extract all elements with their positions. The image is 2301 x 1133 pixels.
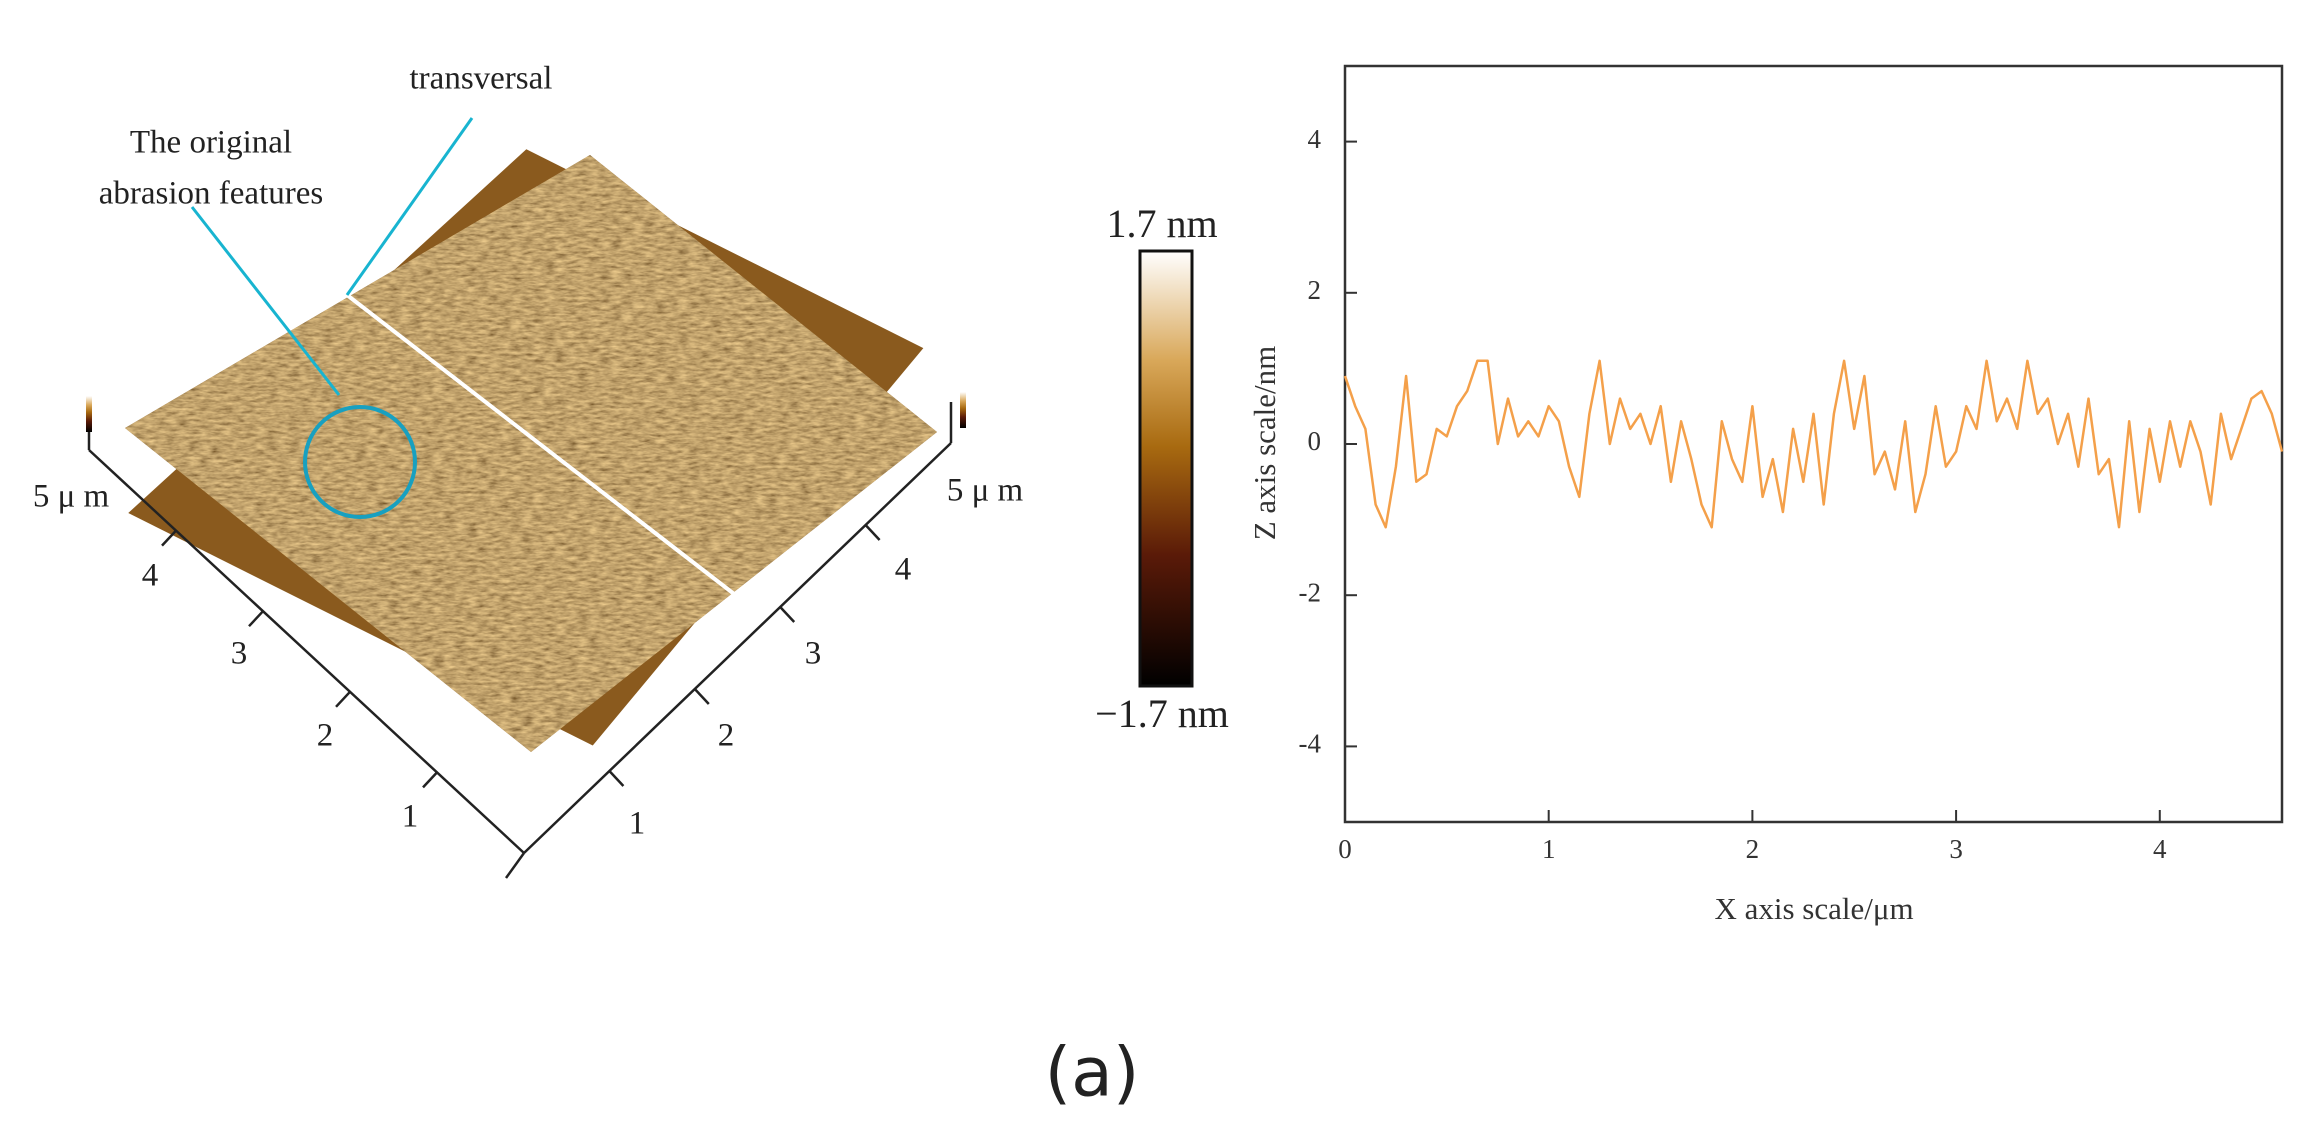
mini-colorbar: [960, 392, 966, 428]
data-line: [1343, 359, 2284, 529]
right-axis: [523, 442, 952, 854]
callout-line: [345, 117, 474, 296]
y-tick-label: 2: [1308, 275, 1322, 305]
plot-frame: [1343, 64, 2284, 824]
colorbar: [1138, 249, 1194, 688]
x-tick-label: 0: [1338, 834, 1352, 864]
y-tick-label: 4: [1308, 124, 1322, 154]
y-axis-label: Z axis scale/nm: [1247, 346, 1282, 541]
caption: (a): [1045, 1034, 1140, 1113]
afm-tick-label: 4: [895, 552, 912, 588]
afm-tick: [161, 529, 177, 547]
colorbar-max: 1.7 nm: [1106, 201, 1217, 246]
afm-tick-label: 2: [317, 718, 334, 754]
x-tick-label: 2: [1746, 834, 1760, 864]
afm-tick: [779, 606, 796, 623]
surface-texture: [125, 155, 937, 752]
annotation: transversal: [410, 61, 553, 97]
colorbar-min: −1.7 nm: [1095, 691, 1229, 736]
afm-tick-label: 3: [805, 636, 822, 672]
afm-tick-label: 3: [231, 636, 248, 672]
afm-tick-label: 4: [142, 558, 159, 594]
x-axis-label: X axis scale/μm: [1714, 891, 1913, 926]
afm-tick: [864, 524, 881, 541]
afm-tick: [248, 610, 264, 628]
callout-line: [190, 206, 341, 396]
y-tick-label: 0: [1308, 426, 1322, 456]
x-tick-label: 3: [1949, 834, 1963, 864]
afm-tick: [335, 690, 351, 708]
left-axis: [88, 449, 525, 854]
afm-tick: [693, 688, 710, 705]
y-tick-label: -4: [1299, 729, 1322, 759]
x-tick-label: 4: [2153, 834, 2167, 864]
annotation: The original: [130, 125, 292, 161]
annotation: abrasion features: [99, 176, 323, 212]
profile-line: [345, 293, 740, 599]
afm-tick-label: 5 μ m: [947, 473, 1024, 509]
afm-tick: [422, 771, 438, 789]
afm-tick-label: 2: [718, 718, 735, 754]
axis-corner: [504, 852, 526, 879]
afm-tick-label: 1: [402, 799, 419, 835]
afm-tick-label: 1: [629, 806, 646, 842]
y-tick-label: -2: [1299, 577, 1322, 607]
afm-tick: [608, 770, 625, 787]
feature-circle: [303, 405, 417, 519]
afm-tick-label: 5 μ m: [33, 479, 110, 515]
mini-colorbar: [86, 396, 92, 432]
x-tick-label: 1: [1542, 834, 1556, 864]
